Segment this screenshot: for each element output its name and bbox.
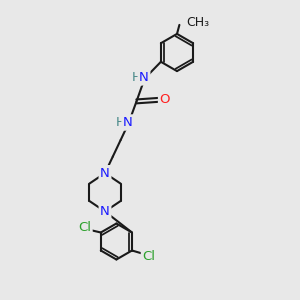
Text: CH₃: CH₃: [186, 16, 209, 29]
Text: O: O: [160, 93, 170, 106]
Text: Cl: Cl: [142, 250, 155, 263]
Text: N: N: [139, 71, 149, 84]
Text: N: N: [123, 116, 133, 129]
Text: H: H: [116, 116, 125, 129]
Text: N: N: [100, 167, 110, 180]
Text: N: N: [100, 205, 110, 218]
Text: H: H: [132, 71, 141, 84]
Text: Cl: Cl: [78, 220, 91, 234]
